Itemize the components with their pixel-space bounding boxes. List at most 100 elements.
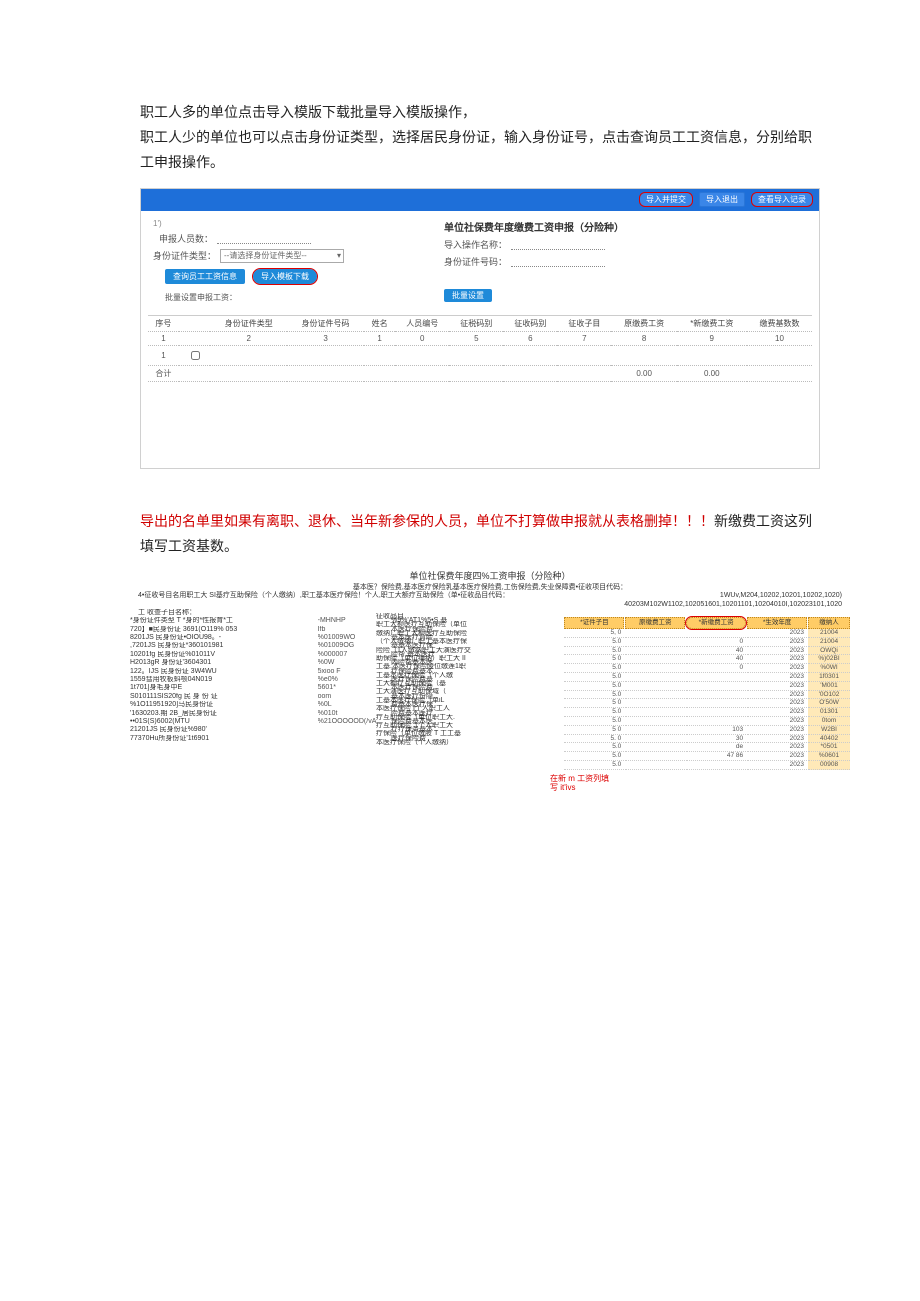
red-note-l1: 在新 m 工资列填 xyxy=(550,774,850,784)
label-renshu: 申报人员数： xyxy=(153,232,213,245)
import-exit-button[interactable]: 导入退出 xyxy=(699,192,745,207)
excel-cell: 5.0 xyxy=(564,761,624,770)
form-right-col: 单位社保费年度缴费工资申报（分险种） 导入操作名称： 身份证件号码： 批量设置 xyxy=(444,219,624,305)
excel-cell xyxy=(625,735,685,744)
c5: 0 xyxy=(395,331,449,345)
excel-left-col: *身份证件类型 T *身的*性报育*工720】■民身份证 3691(O119% … xyxy=(130,617,316,770)
excel-cell xyxy=(625,629,685,638)
table-numrow: 1 2 3 1 0 5 6 7 8 9 10 xyxy=(148,331,812,345)
excel-text-line: 本医疗保险（个人缴纳） xyxy=(376,739,516,747)
excel-text-line: 1559彗用牧板蚪颚04N019 xyxy=(130,676,316,684)
c3: 3 xyxy=(287,331,364,345)
excel-cell: 2023 xyxy=(747,629,807,638)
form-left-col: 1') 申报人员数： 身份证件类型： --请选择身份证件类型-- ▾ 查询员工工… xyxy=(153,219,344,305)
excel-cell: 47 86 xyxy=(686,752,746,761)
excel-text-line: S010111SIS20fg 民 身 份 证 xyxy=(130,693,316,701)
chevron-down-icon: ▾ xyxy=(337,251,341,260)
excel-cell: 103 xyxy=(686,726,746,735)
excel-cell: 2023 xyxy=(747,699,807,708)
excel-cell: 40402 xyxy=(808,735,850,744)
footer-label: 合计 xyxy=(148,365,179,381)
footer-v2: 0.00 xyxy=(677,365,747,381)
excel-text-line: 工基本医疗保险（单iL xyxy=(376,697,516,705)
excel-header-row: *证件子目 原缴费工资 *新缴费工资 *生效年度 缴纳人 xyxy=(564,617,850,629)
excel-cell: 5 0 xyxy=(564,655,624,664)
excel-cell: 2023 xyxy=(747,647,807,656)
input-idnum[interactable] xyxy=(511,255,605,267)
excel-cell: 5 0 xyxy=(564,699,624,708)
input-opname[interactable] xyxy=(511,238,605,250)
excel-cell: 2023 xyxy=(747,717,807,726)
excel-cell xyxy=(625,699,685,708)
declare-table: 序号 身份证件类型 身份证件号码 姓名 人员编号 征税码别 征收码别 征收子目 … xyxy=(148,315,812,382)
excel-cell xyxy=(625,682,685,691)
excel-text-line: 助保险（单位缰纳）职工大 II xyxy=(376,655,516,663)
import-submit-button[interactable]: 导入并提交 xyxy=(639,192,693,207)
excel-cell: 2023 xyxy=(747,735,807,744)
excel-title: 单位社保费年度四%工资申报（分险种） xyxy=(130,571,850,582)
excel-cell xyxy=(625,638,685,647)
c9: 8 xyxy=(611,331,676,345)
c8: 7 xyxy=(557,331,611,345)
c7: 6 xyxy=(503,331,557,345)
select-zjtype[interactable]: --请选择身份证件类型-- ▾ xyxy=(220,249,344,263)
intro-line1: 职工人多的单位点击导入模版下载批量导入模版操作， xyxy=(140,100,820,125)
excel-cell: 'M001 xyxy=(808,682,850,691)
table-blankrow: 1 xyxy=(148,345,812,365)
label-zjtype: 身份证件类型： xyxy=(153,249,216,262)
excel-cell xyxy=(686,708,746,717)
excel-cell: OWQi xyxy=(808,647,850,656)
excel-cell xyxy=(686,717,746,726)
warning-red-text: 导出的名单里如果有离职、退休、当年新参保的人员，单位不打算做申报就从表格删掉！！… xyxy=(140,513,714,529)
excel-row: 5. 030202340402 xyxy=(564,735,850,744)
excel-text-line: 工基本医疗保险（个人缴 xyxy=(376,672,516,680)
excel-cell: 01301 xyxy=(808,708,850,717)
excel-cell: 5.0 xyxy=(564,708,624,717)
excel-row: 5 0402023%)02BI xyxy=(564,655,850,664)
excel-cell: 2023 xyxy=(747,708,807,717)
excel-text-line: 工大额疗互助保险（基 xyxy=(376,680,516,688)
xh-4: 缴纳人 xyxy=(808,617,850,629)
panel-title: 单位社保费年度缴费工资申报（分险种） xyxy=(444,219,624,234)
th-9: 原缴费工资 xyxy=(611,315,676,331)
excel-cell: 2023 xyxy=(747,752,807,761)
excel-cell xyxy=(625,691,685,700)
form-area: 1') 申报人员数： 身份证件类型： --请选择身份证件类型-- ▾ 查询员工工… xyxy=(141,211,819,313)
th-8: 征收子目 xyxy=(557,315,611,331)
th-3: 身份证件号码 xyxy=(287,315,364,331)
excel-text-line: 工大演医疗互助保域（ xyxy=(376,688,516,696)
c4: 1 xyxy=(364,331,395,345)
th-7: 征收码别 xyxy=(503,315,557,331)
excel-text-line: ••01S(S)6002(MTU xyxy=(130,718,316,726)
excel-text-line: H2013gR 身份证'3604301 xyxy=(130,659,316,667)
batch-set-button[interactable]: 批量设置 xyxy=(444,289,492,302)
excel-cell: 0 xyxy=(686,638,746,647)
excel-row: 5.0402023OWQi xyxy=(564,647,850,656)
excel-text-line: 720】■民身份证 3691(O119% 053 xyxy=(130,626,316,634)
download-template-button[interactable]: 导入模板下载 xyxy=(253,269,317,284)
excel-cell: *0501 xyxy=(808,743,850,752)
excel-cell: 00908 xyxy=(808,761,850,770)
excel-row: 5.002023%0WI xyxy=(564,664,850,673)
input-renshu[interactable] xyxy=(217,232,311,244)
c11: 10 xyxy=(747,331,813,345)
select-placeholder: --请选择身份证件类型-- xyxy=(221,250,337,261)
excel-row: 5 02023O'50W xyxy=(564,699,850,708)
excel-cell: 5.0 xyxy=(564,647,624,656)
excel-cell: 2023 xyxy=(747,664,807,673)
excel-row: 5, 0202321004 xyxy=(564,629,850,638)
excel-cell xyxy=(625,752,685,761)
excel-meta-left: 4•征收号目名用职工大 SI基疗互助保险（个人缴纳）,职工基本医疗保险！个人,职… xyxy=(138,592,509,609)
c2: 2 xyxy=(210,331,287,345)
red-note-l2: 写 it'ivs xyxy=(550,783,850,793)
excel-cell: 21004 xyxy=(808,638,850,647)
view-import-record-button[interactable]: 查看导入记录 xyxy=(751,192,813,207)
excel-cell: 5.0 xyxy=(564,743,624,752)
c1 xyxy=(179,331,210,345)
excel-cell: 2023 xyxy=(747,638,807,647)
excel-cell: %0WI xyxy=(808,664,850,673)
query-salary-button[interactable]: 查询员工工资信息 xyxy=(165,269,245,284)
excel-cell: 21004 xyxy=(808,629,850,638)
row-checkbox[interactable] xyxy=(191,351,200,360)
table-header-row: 序号 身份证件类型 身份证件号码 姓名 人员编号 征税码别 征收码别 征收子目 … xyxy=(148,315,812,331)
